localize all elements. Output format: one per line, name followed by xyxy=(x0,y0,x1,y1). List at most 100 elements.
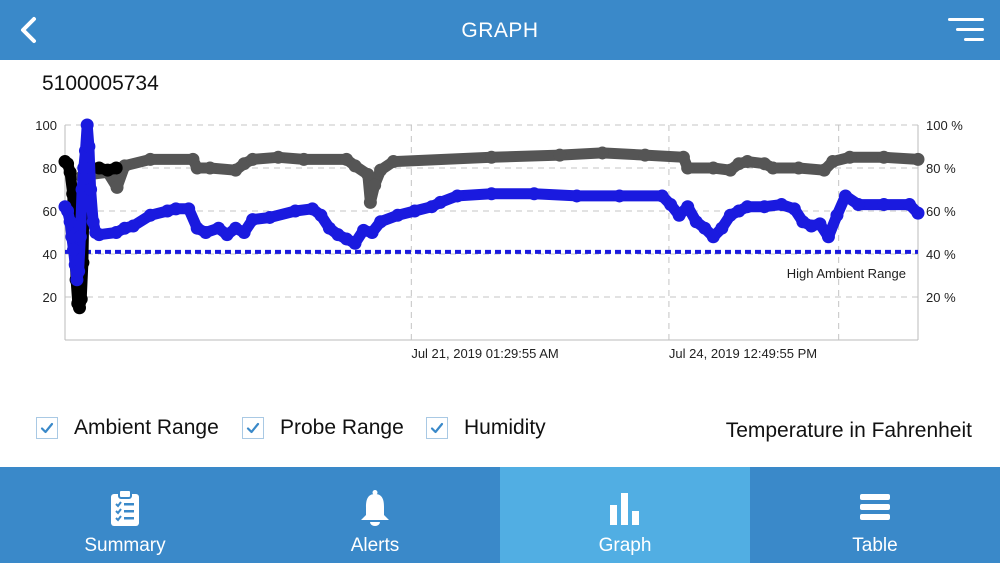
humidity-series-point xyxy=(82,140,96,153)
clipboard-checklist-icon xyxy=(111,489,139,526)
humidity-series-point xyxy=(126,219,140,233)
chart: 100 100 % 80 80 % 60 60 % 40 40 % 20 20 % Jul 21, … xyxy=(0,110,1000,370)
top-bar: GRAPH xyxy=(0,0,1000,60)
humidity-label: Humidity xyxy=(464,416,546,439)
humidity-series-point xyxy=(740,200,754,214)
probe-series-point xyxy=(553,148,567,162)
humidity-series-point xyxy=(84,183,98,196)
tab-summary-label: Summary xyxy=(84,535,166,556)
y-tick-label-left: 100 xyxy=(35,118,57,133)
humidity-series-point xyxy=(911,206,925,220)
humidity-series-point xyxy=(672,208,686,222)
humidity-series-point xyxy=(757,200,771,214)
humidity-series-point xyxy=(288,204,302,218)
probe-series-point xyxy=(297,152,311,166)
probe-series-point xyxy=(706,161,720,175)
legend-humidity[interactable]: Humidity xyxy=(426,410,546,446)
y-tick-label-left: 80 xyxy=(43,161,57,176)
humidity-series-point xyxy=(902,198,916,212)
humidity-series-line xyxy=(59,119,924,286)
legend-probe-range[interactable]: Probe Range xyxy=(242,410,404,446)
humidity-series-point xyxy=(199,226,213,239)
bell-icon xyxy=(361,490,389,526)
humidity-series-point xyxy=(664,198,678,212)
probe-series-point xyxy=(792,161,806,175)
humidity-series-point xyxy=(314,208,328,222)
humidity-series-point xyxy=(813,217,827,231)
ambient-range-label: Ambient Range xyxy=(74,416,219,439)
humidity-series-point xyxy=(67,243,81,257)
humidity-series-point xyxy=(408,204,422,218)
humidity-series-point xyxy=(787,202,801,216)
humidity-series-point xyxy=(365,226,379,239)
tab-graph[interactable]: Graph xyxy=(500,467,750,563)
probe-series-point xyxy=(826,155,840,169)
probe-series-point xyxy=(361,167,375,181)
humidity-series-point xyxy=(838,189,852,203)
tab-graph-label: Graph xyxy=(598,535,652,556)
probe-range-checkbox[interactable] xyxy=(242,417,264,439)
humidity-series-point xyxy=(374,215,388,229)
humidity-series-point xyxy=(63,215,77,229)
probe-series-point xyxy=(190,161,204,175)
humidity-series-point xyxy=(263,210,277,224)
humidity-series-point xyxy=(246,213,260,227)
tab-alerts[interactable]: Alerts xyxy=(250,467,500,563)
humidity-series-point xyxy=(92,228,106,242)
chevron-left-icon xyxy=(21,17,36,43)
tab-alerts-label: Alerts xyxy=(350,535,400,556)
tab-table[interactable]: Table xyxy=(750,467,1000,563)
humidity-series-point xyxy=(86,215,100,229)
humidity-series-point xyxy=(182,202,196,216)
humidity-series-point xyxy=(237,226,251,239)
humidity-series-point xyxy=(655,189,669,203)
probe-series-point xyxy=(740,155,754,169)
y-tick-label-right: 80 % xyxy=(926,161,956,176)
humidity-series-point xyxy=(169,202,183,216)
y-tick-label-left: 20 xyxy=(43,290,57,305)
ambient-range-checkbox[interactable] xyxy=(36,417,58,439)
temperature-unit-label: Temperature in Fahrenheit xyxy=(725,419,972,442)
humidity-series-point xyxy=(485,187,498,201)
probe-series-point xyxy=(386,155,400,169)
humidity-series-point xyxy=(698,221,712,235)
humidity-checkbox[interactable] xyxy=(426,417,448,439)
probe-series-point xyxy=(638,148,652,162)
menu-icon xyxy=(948,18,984,41)
humidity-series-point xyxy=(61,204,75,218)
humidity-series-point xyxy=(715,221,729,235)
ambient-series-point xyxy=(109,161,123,175)
probe-series-point xyxy=(843,150,857,164)
check-icon xyxy=(246,422,260,434)
humidity-series-point xyxy=(830,208,844,222)
y-tick-label-right: 20 % xyxy=(926,290,956,305)
ambient-series-point xyxy=(74,292,88,306)
page-title: GRAPH xyxy=(461,19,539,42)
humidity-series-point xyxy=(612,189,626,203)
y-tick-label-right: 100 % xyxy=(926,118,963,133)
humidity-series-point xyxy=(570,189,584,203)
bar-chart-icon xyxy=(610,493,639,525)
probe-series-point xyxy=(485,150,498,164)
tab-summary[interactable]: Summary xyxy=(0,467,250,563)
humidity-series-point xyxy=(681,200,695,214)
probe-series-point xyxy=(110,180,124,194)
humidity-series-point xyxy=(527,187,541,201)
humidity-series-point xyxy=(877,198,891,212)
humidity-series-point xyxy=(77,161,91,175)
device-id: 5100005734 xyxy=(42,72,159,95)
humidity-series-point xyxy=(851,198,865,212)
humidity-series-point xyxy=(433,195,447,209)
back-button[interactable] xyxy=(12,12,48,48)
menu-button[interactable] xyxy=(946,14,986,46)
check-icon xyxy=(40,422,54,434)
legend-ambient-range[interactable]: Ambient Range xyxy=(36,410,219,446)
humidity-series-point xyxy=(143,208,157,222)
probe-series-point xyxy=(911,152,925,166)
probe-series-point xyxy=(143,152,157,166)
probe-series-point xyxy=(766,161,780,175)
humidity-series-point xyxy=(775,198,789,212)
probe-series-point xyxy=(817,163,831,177)
probe-series-point xyxy=(348,159,362,173)
probe-series-point xyxy=(681,161,695,175)
